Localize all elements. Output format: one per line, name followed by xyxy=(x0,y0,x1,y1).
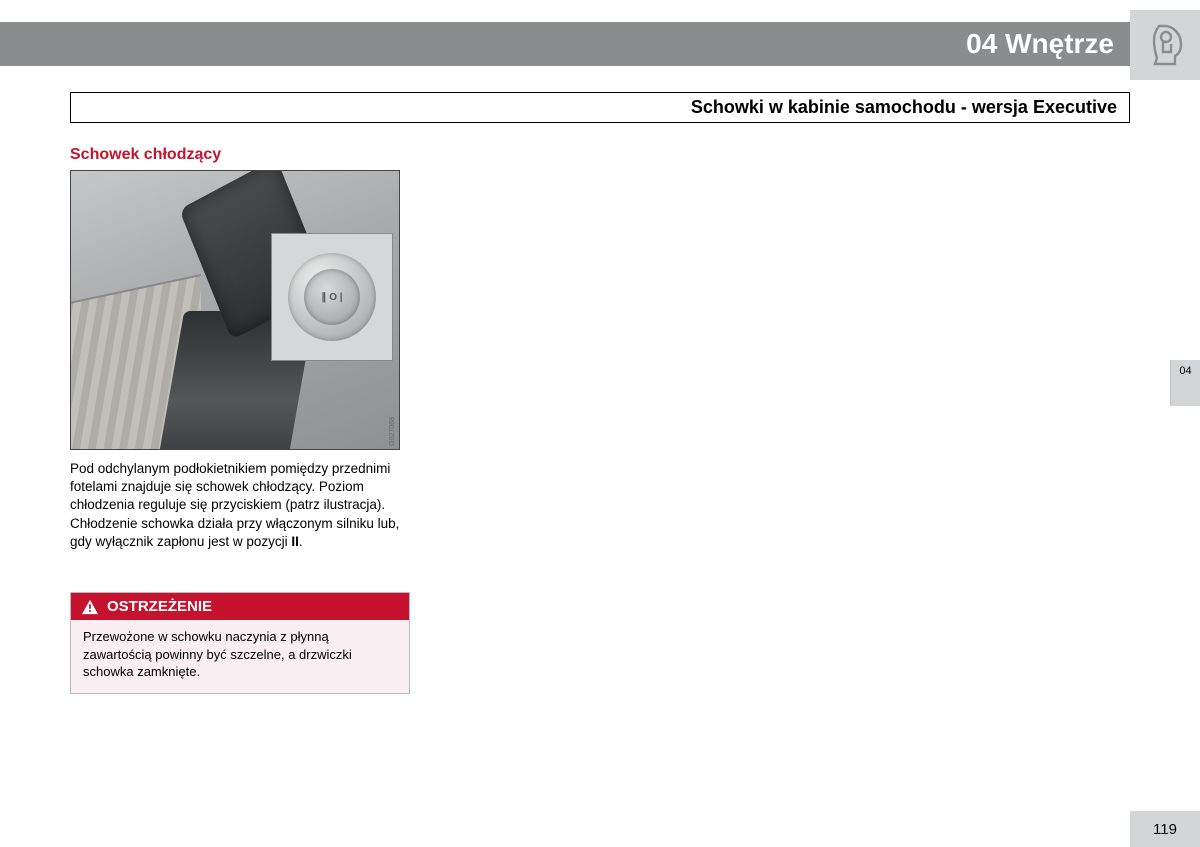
chapter-header-bar: 04 Wnętrze xyxy=(0,22,1130,66)
page-subtitle: Schowki w kabinie samochodu - wersja Exe… xyxy=(691,97,1117,117)
warning-body: Przewożone w schowku naczynia z płynną z… xyxy=(71,620,409,693)
body-text-bold: II xyxy=(291,534,299,549)
side-chapter-tab: 04 xyxy=(1170,360,1200,406)
body-paragraph: Pod odchylanym podłokietnikiem pomiędzy … xyxy=(70,460,410,551)
figure-code: G027068 xyxy=(389,417,396,446)
warning-header: OSTRZEŻENIE xyxy=(71,593,409,620)
figure-cooling-compartment: ∥ O | G027068 xyxy=(70,170,400,450)
chapter-icon-box xyxy=(1130,10,1200,80)
figure-inset: ∥ O | xyxy=(271,233,393,361)
warning-box: OSTRZEŻENIE Przewożone w schowku naczyni… xyxy=(70,592,410,694)
child-seat-icon xyxy=(1145,22,1185,68)
cooling-dial-icon: ∥ O | xyxy=(288,253,376,341)
warning-triangle-icon xyxy=(81,599,99,615)
body-text-part2: . xyxy=(299,534,303,549)
page-subtitle-bar: Schowki w kabinie samochodu - wersja Exe… xyxy=(70,92,1130,123)
warning-label: OSTRZEŻENIE xyxy=(107,598,212,615)
page-number: 119 xyxy=(1130,811,1200,847)
cooling-dial-label: ∥ O | xyxy=(304,269,360,325)
section-heading: Schowek chłodzący xyxy=(70,146,221,164)
body-text-part1: Pod odchylanym podłokietnikiem pomiędzy … xyxy=(70,461,399,549)
chapter-title: 04 Wnętrze xyxy=(966,28,1114,60)
